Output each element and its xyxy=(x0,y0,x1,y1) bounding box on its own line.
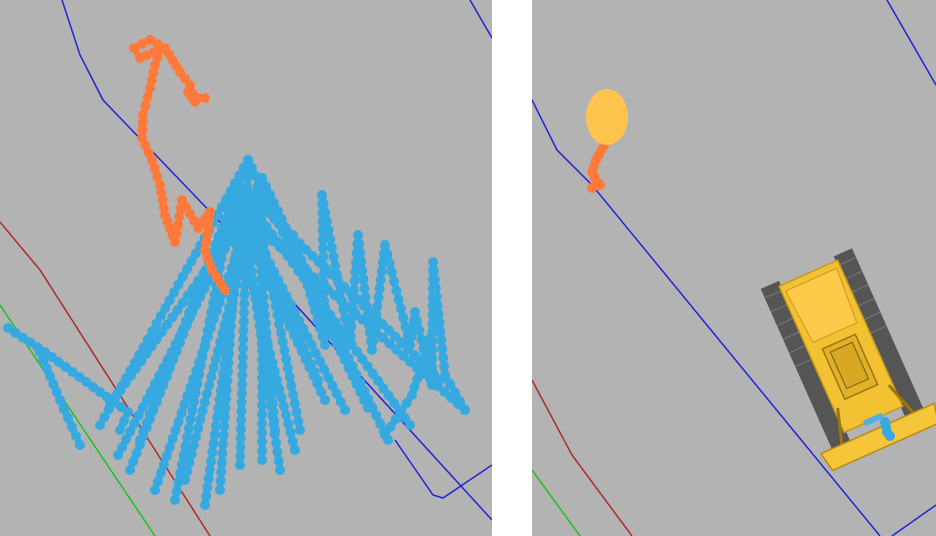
trajectory-overview-panel xyxy=(0,0,492,536)
boundary-blue-line-corner xyxy=(469,0,492,39)
boundary-blue-line xyxy=(532,99,881,536)
target-marker-icon xyxy=(586,89,628,145)
boundary-blue-line-bottom xyxy=(891,504,936,536)
trajectory-map xyxy=(0,0,492,536)
boundary-red-line xyxy=(0,221,211,536)
blue-trajectory-short xyxy=(880,417,895,441)
bulldozer-icon xyxy=(760,248,936,472)
dozer-view-panel xyxy=(532,0,936,536)
boundary-blue-line-bottom xyxy=(394,439,492,499)
boundary-blue-line xyxy=(61,0,492,521)
blue-sweep-left-2 xyxy=(35,347,85,450)
blue-sweep-left xyxy=(3,323,133,435)
boundary-red-line xyxy=(532,379,633,536)
orange-path-main xyxy=(129,35,230,295)
boundary-blue-line-corner xyxy=(886,0,936,86)
blue-path-start xyxy=(880,417,895,441)
blue-zigzag-right xyxy=(288,190,470,415)
blue-pass-23 xyxy=(240,210,323,385)
orange-trajectory-group xyxy=(129,35,230,295)
dozer-scene xyxy=(532,0,936,536)
boundary-green-line xyxy=(532,469,581,536)
blue-pass-22 xyxy=(227,200,300,455)
blue-zigzag-lower xyxy=(380,325,438,440)
blue-trajectory-group xyxy=(3,155,470,510)
